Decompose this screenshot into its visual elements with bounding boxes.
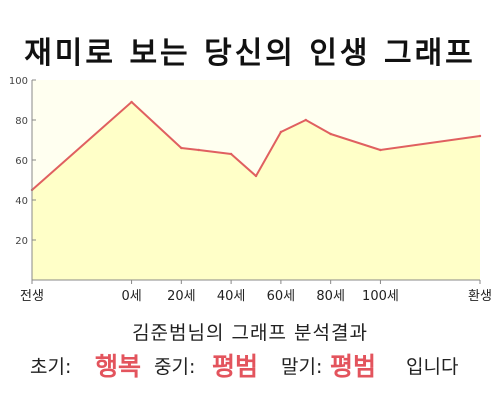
analysis-heading: 김준범님의 그래프 분석결과 xyxy=(132,322,368,344)
y-tick-label-40: 40 xyxy=(15,196,28,207)
y-tick-label-100: 100 xyxy=(9,76,28,87)
x-tick-label-1: 0세 xyxy=(121,289,141,304)
middle-value: 평범 xyxy=(212,352,259,381)
data-point-7 xyxy=(304,118,307,122)
early-value: 행복 xyxy=(95,352,142,381)
y-tick-label-80: 80 xyxy=(15,116,28,127)
data-point-4 xyxy=(229,152,233,156)
data-point-3 xyxy=(197,148,200,152)
y-tick-label-20: 20 xyxy=(15,236,28,247)
data-point-10 xyxy=(478,134,482,138)
page-title: 재미로 보는 당신의 인생 그래프 xyxy=(24,36,476,71)
stage-summary: 초기: 행복 중기: 평범 말기: 평범 입니다 xyxy=(0,345,500,381)
data-point-6 xyxy=(279,130,283,134)
x-tick-label-6: 100세 xyxy=(362,289,399,304)
x-tick-label-3: 40세 xyxy=(217,289,246,304)
y-tick-label-60: 60 xyxy=(15,156,28,167)
late-value: 평범 xyxy=(330,352,377,381)
x-tick-label-7: 환생 xyxy=(468,289,492,304)
data-point-8 xyxy=(329,132,332,136)
x-tick-label-5: 80세 xyxy=(316,289,345,304)
data-point-1 xyxy=(130,100,133,104)
early-label: 초기: xyxy=(30,356,72,378)
x-tick-label-4: 60세 xyxy=(267,289,296,304)
data-point-2 xyxy=(180,146,183,150)
data-point-9 xyxy=(379,148,382,152)
data-point-5 xyxy=(254,174,258,178)
late-label: 말기: xyxy=(281,356,323,378)
x-tick-label-2: 20세 xyxy=(167,289,196,304)
x-tick-label-0: 전생 xyxy=(20,289,44,304)
suffix-text: 입니다 xyxy=(406,356,459,378)
middle-label: 중기: xyxy=(154,356,196,378)
